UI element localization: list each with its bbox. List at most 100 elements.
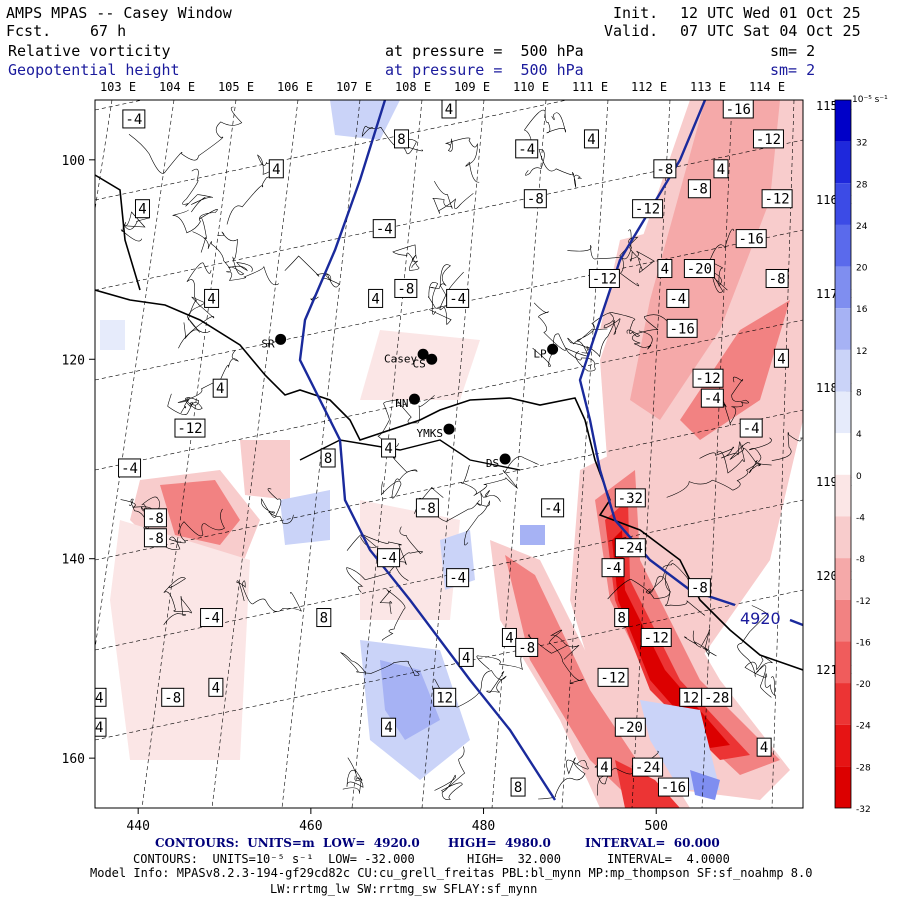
contour-label-box (515, 637, 539, 657)
contour-label-60: -4 (95, 717, 107, 737)
contour-label-text: 4 (216, 381, 224, 397)
parallel-line (95, 100, 569, 201)
contour-label-55: 4 (208, 677, 224, 697)
footer-model-info: Model Info: MPASv8.2.3-194-gf29cd82c CU:… (90, 866, 813, 880)
vorticity-contour-56 (128, 106, 243, 174)
contour-label-box (458, 647, 474, 667)
colorbar-swatch (835, 391, 851, 434)
contour-label-49: 4 (501, 627, 517, 647)
contour-label-62: 4 (756, 737, 772, 757)
meridian-line (631, 100, 671, 808)
vorticity-band-14 (360, 330, 480, 400)
vorticity-band-9 (505, 555, 650, 808)
contour-label-text: -12 (177, 421, 202, 437)
field1-level: at pressure = 500 hPa (385, 42, 584, 60)
map-frame (94, 99, 804, 809)
vorticity-contour-11 (167, 393, 203, 415)
contour-label-text: -16 (661, 780, 686, 796)
y-tick-label: 120 (62, 353, 85, 368)
contour-label-text: 4 (207, 291, 215, 307)
station-marker-ds (499, 453, 511, 465)
meridian-line (95, 100, 175, 651)
field2-name: Geopotential height (8, 61, 180, 79)
contour-label-box (614, 717, 646, 737)
contour-label-box (446, 568, 470, 588)
coastline-path-inner (299, 439, 521, 471)
contour-label-text: -8 (691, 581, 708, 597)
colorbar: 32 28 24 20 16 12 8 4 0 -4 -8 -12 -16 -20 -24 -28 -32 (834, 99, 871, 815)
contour-label-box (614, 488, 646, 508)
contour-label-text: 4 (600, 760, 608, 776)
contour-label-text: 4 (138, 202, 146, 218)
y-tick-label: 160 (62, 752, 85, 767)
contour-label-text: -4 (518, 142, 535, 158)
vorticity-contour-4 (377, 395, 435, 447)
contour-label-box (122, 109, 146, 129)
contour-label-44: -24 (614, 538, 646, 558)
contour-label-33: -4 (118, 458, 142, 478)
vorticity-band-25 (100, 320, 125, 350)
contour-label-42: -8 (415, 498, 439, 518)
contour-label-box (510, 777, 526, 797)
init-time: 12 UTC Wed 01 Oct 25 (680, 4, 861, 22)
colorbar-label: 12 (856, 347, 867, 357)
height-contour-label: 4920 (740, 609, 781, 628)
contour-label-11: -4 (515, 139, 539, 159)
footer-model-info-2: LW:rrtmg_lw SW:rrtmg_sw SFLAY:sf_mynn (270, 882, 538, 896)
vorticity-contour-45 (744, 656, 775, 697)
colorbar-swatch (835, 683, 851, 725)
longitude-label: 105 E (218, 80, 254, 94)
parallel-line (95, 409, 803, 561)
contour-label-box (596, 757, 612, 777)
contour-label-box (161, 687, 185, 707)
parallel-line (95, 229, 803, 381)
station-marker-hn (408, 393, 420, 405)
contour-label-59: -20 (614, 717, 646, 737)
footer-contours-height-interval: INTERVAL= 60.000 (585, 836, 720, 850)
contour-label-56: 12 (433, 687, 457, 707)
colorbar-label: -12 (856, 597, 871, 607)
vorticity-band-22 (690, 770, 720, 800)
longitude-labels: 103 E 104 E 105 E 106 E 107 E 108 E 109 E 110 E… (100, 80, 785, 94)
contour-label-text: -8 (419, 501, 436, 517)
contour-label-45: -4 (601, 558, 625, 578)
x-tick-label: 500 (644, 819, 667, 834)
contour-label-text: -8 (527, 192, 544, 208)
vorticity-band-24 (520, 525, 545, 545)
contour-label-9: -8 (394, 278, 418, 298)
colorbar-label: 16 (856, 305, 868, 315)
longitude-label: 113 E (690, 80, 726, 94)
contour-label-text: -24 (635, 760, 660, 776)
vorticity-contour-44 (464, 490, 501, 546)
station-marker-lp (547, 343, 559, 355)
contour-label-text: -4 (544, 501, 561, 517)
colorbar-label: -32 (856, 805, 871, 815)
contour-label-51: 4 (458, 647, 474, 667)
vorticity-contour-46 (538, 757, 589, 800)
contour-label-50: -8 (515, 637, 539, 657)
contour-label-7: -4 (372, 219, 396, 239)
contour-label-17: -8 (653, 159, 677, 179)
contour-label-box (687, 578, 711, 598)
vorticity-contour-16 (120, 211, 150, 242)
colorbar-label: 28 (856, 180, 868, 190)
colorbar-swatch (835, 100, 851, 142)
contour-label-52: -12 (597, 667, 629, 687)
contour-label-text: 4 (384, 720, 392, 736)
colorbar-swatch (835, 433, 851, 475)
contour-label-43: -4 (541, 498, 565, 518)
contour-label-66: -16 (657, 777, 689, 797)
vorticity-contour-42 (548, 629, 584, 685)
contour-label-46: -8 (687, 578, 711, 598)
height-contour-2 (789, 618, 803, 627)
contour-label-30: -4 (700, 388, 724, 408)
contour-label-38: -4 (200, 608, 224, 628)
contour-label-box (601, 558, 625, 578)
contour-label-box (143, 508, 167, 528)
valid-time: 07 UTC Sat 04 Oct 25 (680, 22, 861, 40)
contour-label-12: -8 (523, 189, 547, 209)
contour-label-box (632, 757, 664, 777)
contour-label-text: 4 (212, 680, 220, 696)
contour-label-6: 4 (212, 378, 228, 398)
